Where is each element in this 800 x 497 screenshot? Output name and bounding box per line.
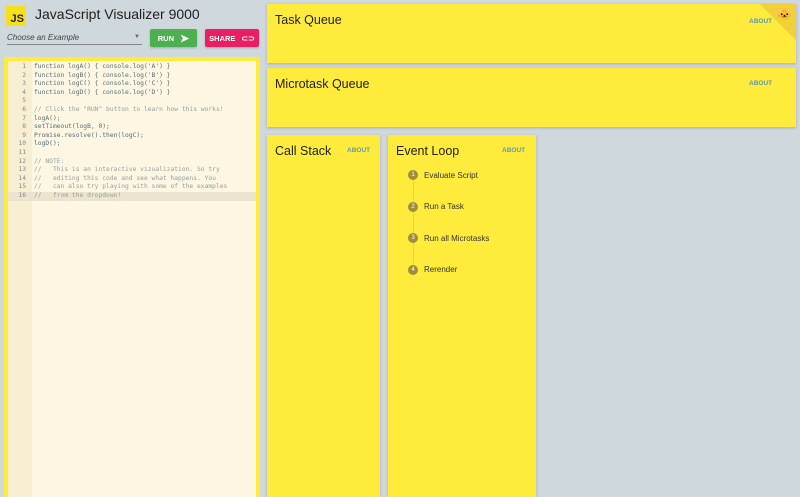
line-number: 10 (18, 140, 26, 148)
call-stack-title: Call Stack (275, 144, 332, 158)
example-select-value: Choose an Example (7, 33, 80, 42)
line-text: logA(); (34, 114, 61, 122)
dropdown-caret-icon: ▼ (134, 34, 140, 40)
event-loop-title: Event Loop (396, 144, 460, 158)
code-line: 13 // This is an interactive vizualizatio… (8, 166, 256, 175)
code-line: 9 Promise.resolve().then(logC); (8, 132, 256, 141)
share-label: SHARE (209, 33, 236, 43)
microtask-queue-about-link[interactable]: ABOUT (749, 80, 773, 87)
code-line: 16 // from the dropdown! (8, 191, 256, 201)
call-stack-about-link[interactable]: ABOUT (347, 147, 371, 154)
code-editor[interactable]: 1 function logA() { console.log('A') } 2 fu… (4, 57, 260, 497)
code-line: 2 function logB() { console.log('B') } (8, 72, 256, 81)
code-line: 11 (8, 149, 256, 158)
line-text: // editing this code and see what happen… (34, 174, 216, 182)
js-logo: JS (6, 6, 26, 26)
line-number: 13 (18, 166, 26, 174)
line-text: Promise.resolve().then(logC); (34, 131, 144, 139)
code-line: 6 // Click the "RUN" button to learn how … (8, 106, 256, 115)
line-number: 1 (22, 63, 26, 70)
code-line: 4 function logD() { console.log('D') } (8, 89, 256, 98)
line-text: logD(); (34, 140, 61, 148)
line-text: // from the dropdown! (34, 191, 122, 199)
line-text: function logD() { console.log('D') } (34, 88, 171, 96)
step-number-badge: 2 (408, 201, 418, 212)
event-loop-connector (413, 180, 414, 268)
event-loop-step: 2 Run a Task (408, 201, 464, 212)
line-number: 16 (18, 191, 26, 199)
step-number-badge: 1 (408, 170, 418, 180)
line-text: // This is an interactive vizualization.… (34, 166, 220, 174)
line-number: 6 (22, 105, 26, 113)
code-line: 12 // NOTE: (8, 158, 256, 167)
step-label: Run all Microtasks (424, 233, 490, 243)
line-text: // Click the "RUN" button to learn how t… (34, 105, 224, 113)
event-loop-step: 4 Rerender (408, 264, 458, 275)
line-text: function logB() { console.log('B') } (34, 71, 171, 79)
step-number-badge: 4 (408, 264, 418, 275)
line-text: setTimeout(logB, 0); (34, 123, 110, 131)
line-text: function logC() { console.log('C') } (34, 80, 171, 88)
code-lines: 1 function logA() { console.log('A') } 2 fu… (8, 63, 256, 201)
example-select[interactable]: Choose an Example ▼ (7, 30, 142, 45)
line-number: 2 (22, 71, 26, 79)
send-icon: ➤ (180, 32, 190, 45)
github-octocat-icon: 🐱 (777, 7, 792, 21)
line-number: 14 (18, 174, 26, 182)
app-title: JavaScript Visualizer 9000 (35, 6, 200, 22)
task-queue-panel: Task Queue ABOUT 🐱 (267, 4, 796, 63)
event-loop-step: 1 Evaluate Script (408, 170, 478, 180)
line-number: 11 (18, 148, 26, 156)
line-text: // NOTE: (34, 157, 65, 165)
line-number: 7 (22, 114, 26, 122)
line-text: // can also try playing with some of the… (34, 183, 228, 191)
step-label: Rerender (424, 265, 458, 274)
line-number: 15 (18, 183, 26, 191)
step-label: Run a Task (424, 202, 464, 211)
line-number: 9 (22, 131, 26, 139)
step-label: Evaluate Script (424, 170, 478, 180)
line-text: function logA() { console.log('A') } (34, 63, 171, 70)
run-label: RUN (157, 33, 175, 43)
code-line: 1 function logA() { console.log('A') } (8, 63, 256, 72)
line-number: 4 (22, 88, 26, 96)
line-number: 5 (22, 97, 26, 105)
line-number: 8 (22, 123, 26, 131)
step-number-badge: 3 (408, 233, 418, 243)
microtask-queue-panel: Microtask Queue ABOUT (267, 68, 796, 127)
code-line: 10 logD(); (8, 140, 256, 149)
github-corner[interactable]: 🐱 (760, 4, 796, 40)
code-line: 14 // editing this code and see what happ… (8, 175, 256, 184)
share-button[interactable]: SHARE ⊂⊃ (205, 29, 259, 47)
link-icon: ⊂⊃ (241, 33, 255, 43)
code-line: 8 setTimeout(logB, 0); (8, 123, 256, 132)
code-line: 5 (8, 97, 256, 106)
event-loop-step: 3 Run all Microtasks (408, 233, 489, 243)
event-loop-about-link[interactable]: ABOUT (502, 147, 526, 154)
event-loop-panel: Event Loop ABOUT 1 Evaluate Script 2 Run a … (388, 135, 536, 497)
code-line: 7 logA(); (8, 115, 256, 124)
call-stack-panel: Call Stack ABOUT (267, 135, 380, 497)
code-line: 3 function logC() { console.log('C') } (8, 80, 256, 89)
editor-gutter (8, 61, 32, 497)
microtask-queue-title: Microtask Queue (275, 77, 370, 91)
line-number: 3 (22, 80, 26, 88)
run-button[interactable]: RUN ➤ (150, 29, 197, 47)
line-number: 12 (18, 157, 26, 165)
task-queue-title: Task Queue (275, 13, 342, 27)
code-line: 15 // can also try playing with some of t… (8, 183, 256, 192)
